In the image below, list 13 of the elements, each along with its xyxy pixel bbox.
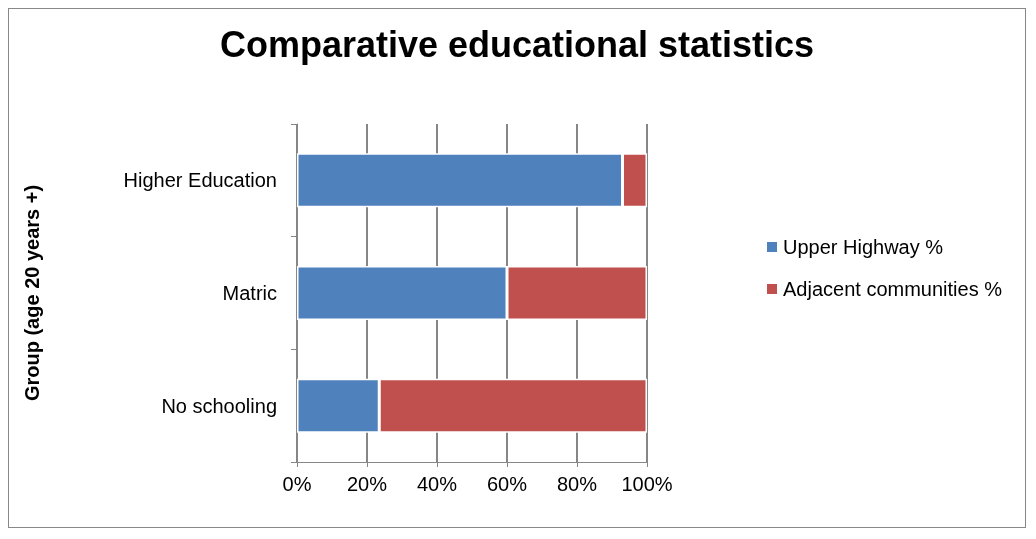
x-tick-label: 60% [486, 473, 528, 495]
y-tick-label: Higher Education [123, 169, 277, 192]
y-tick-label: Matric [222, 282, 277, 304]
x-tick-label: 0% [282, 473, 312, 495]
y-tick-label: No schooling [161, 394, 277, 417]
x-tick-label: 40% [416, 473, 458, 495]
chart-title: Comparative educational statistics [219, 23, 815, 65]
x-tick-label: 20% [346, 473, 388, 495]
x-tick-label: 80% [556, 473, 598, 495]
x-tick-label: 100% [621, 473, 673, 495]
legend-label: Upper Highway % [783, 236, 944, 258]
y-axis-title: Group (age 20 years +) [21, 184, 43, 402]
legend-label: Adjacent communities % [783, 278, 1003, 300]
